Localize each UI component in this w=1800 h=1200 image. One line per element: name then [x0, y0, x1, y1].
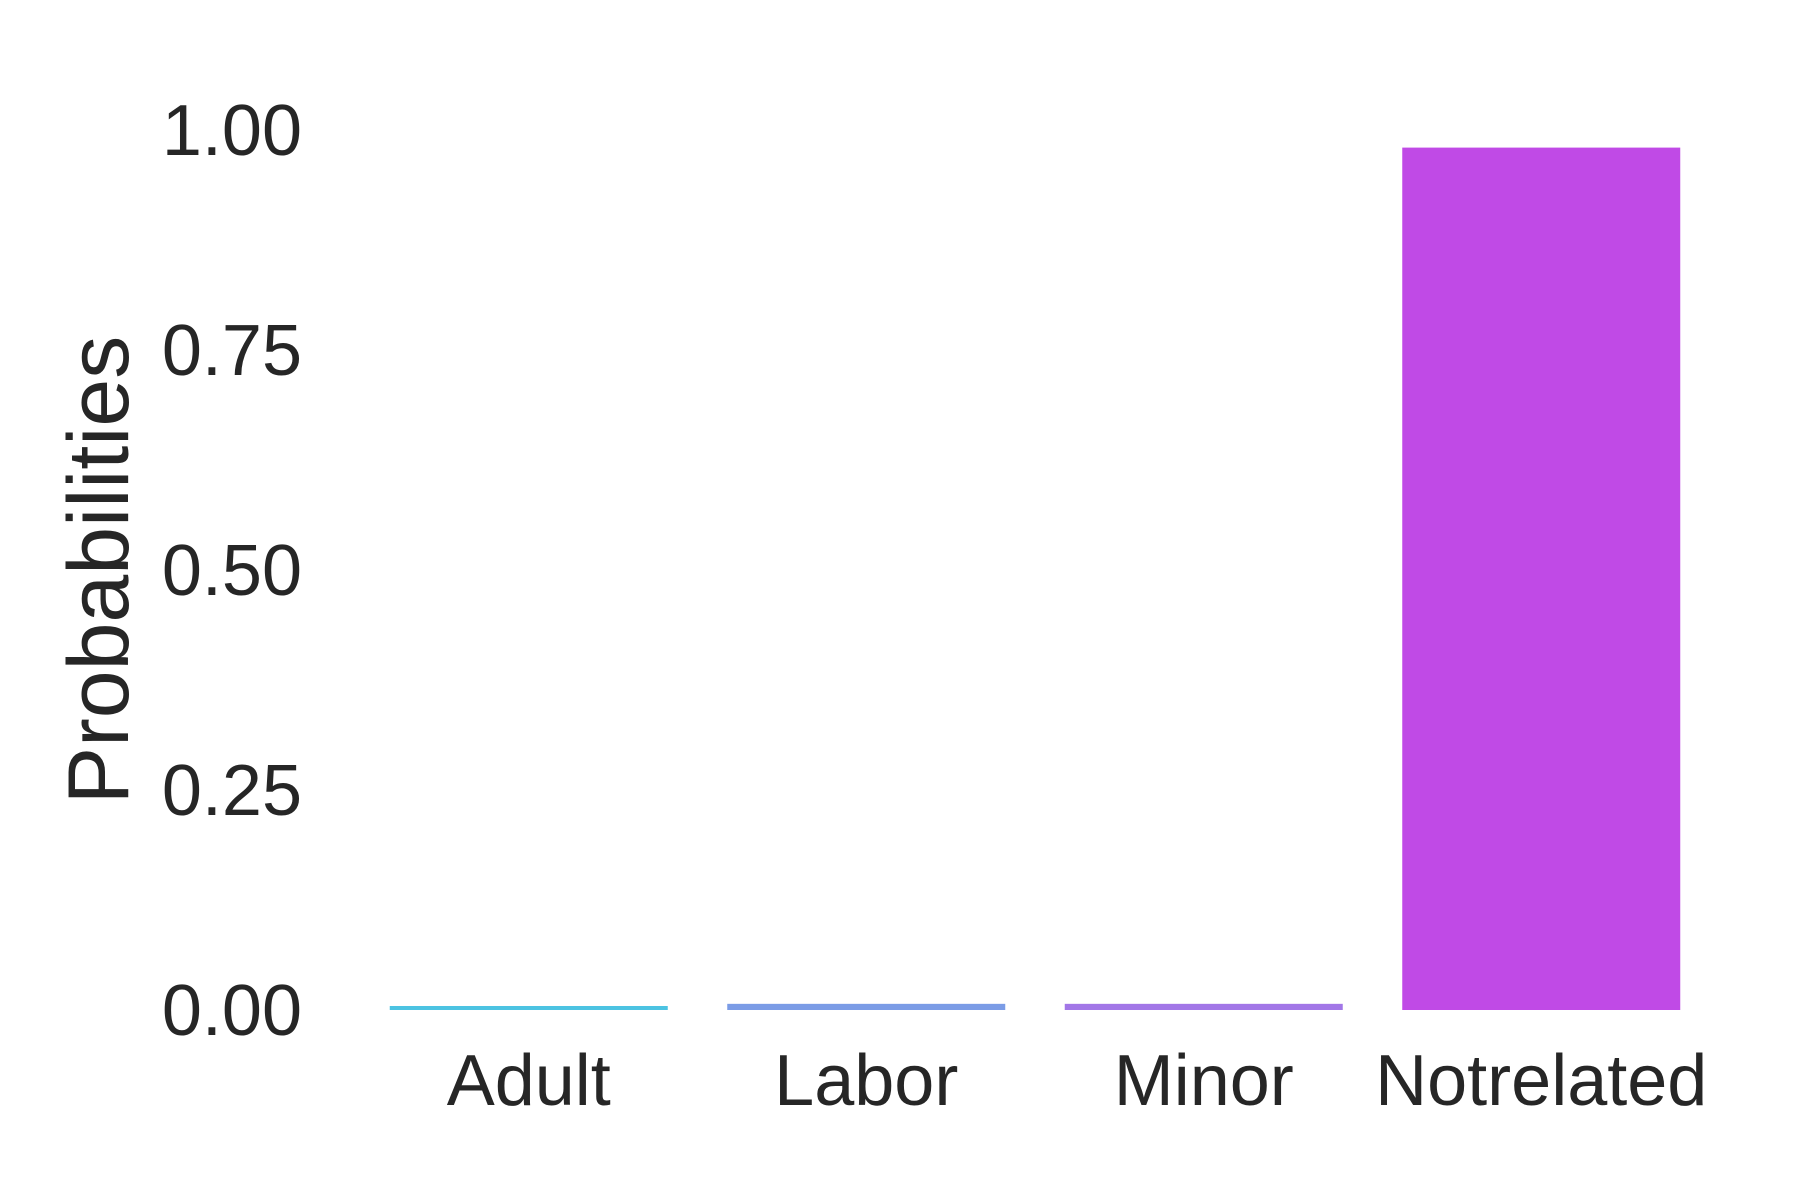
y-axis-title: Probabilities: [51, 336, 147, 804]
y-tick-label: 0.00: [162, 971, 302, 1051]
x-tick-label: Minor: [1114, 1041, 1294, 1121]
bar-labor: [727, 1003, 1006, 1010]
y-axis-ticks: 0.00 0.25 0.50 0.75 1.00: [162, 91, 302, 1051]
y-tick-label: 0.50: [162, 531, 302, 611]
bar-notrelated: [1402, 147, 1681, 1011]
x-tick-label: Adult: [447, 1041, 611, 1121]
y-tick-label: 0.75: [162, 311, 302, 391]
y-tick-label: 1.00: [162, 91, 302, 171]
plot-area: [389, 147, 1681, 1011]
x-tick-label: Notrelated: [1375, 1041, 1707, 1121]
x-axis-ticks: Adult Labor Minor Notrelated: [447, 1041, 1708, 1121]
y-tick-label: 0.25: [162, 751, 302, 831]
bar-minor: [1064, 1003, 1343, 1010]
x-tick-label: Labor: [774, 1041, 958, 1121]
bar-adult: [389, 1006, 668, 1010]
